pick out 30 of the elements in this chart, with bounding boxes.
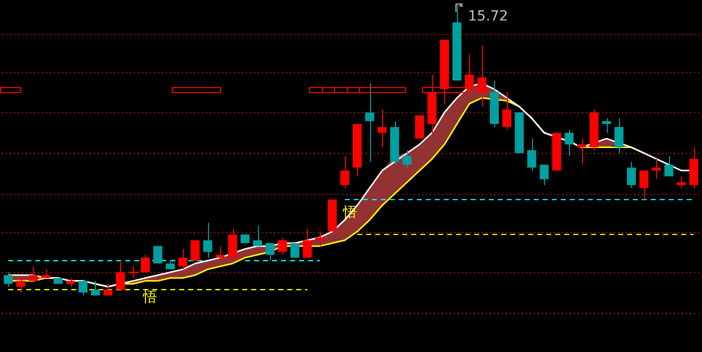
candlestick bbox=[290, 242, 300, 258]
candlestick bbox=[365, 82, 374, 162]
candlestick bbox=[577, 138, 586, 166]
candlestick bbox=[602, 118, 612, 134]
candlestick bbox=[178, 248, 188, 270]
candlestick bbox=[540, 164, 549, 186]
annotation: 悟 bbox=[142, 290, 157, 306]
candlestick bbox=[78, 280, 88, 296]
candlestick bbox=[265, 242, 274, 262]
candlestick bbox=[253, 225, 262, 247]
candlestick bbox=[626, 161, 636, 188]
candlestick bbox=[278, 236, 287, 256]
candlestick bbox=[378, 109, 387, 148]
candlestick bbox=[90, 280, 100, 296]
candlestick bbox=[676, 176, 686, 188]
candlestick bbox=[16, 278, 26, 294]
candlestick bbox=[340, 156, 350, 188]
candlestick bbox=[153, 246, 162, 264]
candlestick bbox=[477, 45, 486, 108]
annotation: 悟 bbox=[342, 204, 357, 221]
annotation: 15.72 bbox=[468, 8, 508, 25]
candlestick bbox=[402, 150, 412, 168]
candlestick bbox=[652, 158, 661, 180]
candlestick bbox=[614, 118, 624, 154]
candlestick bbox=[4, 272, 13, 288]
candlestick bbox=[664, 156, 674, 177]
candlestick bbox=[203, 222, 212, 258]
candlestick bbox=[564, 129, 574, 157]
candlestick bbox=[103, 283, 112, 296]
candlestick bbox=[527, 138, 536, 172]
